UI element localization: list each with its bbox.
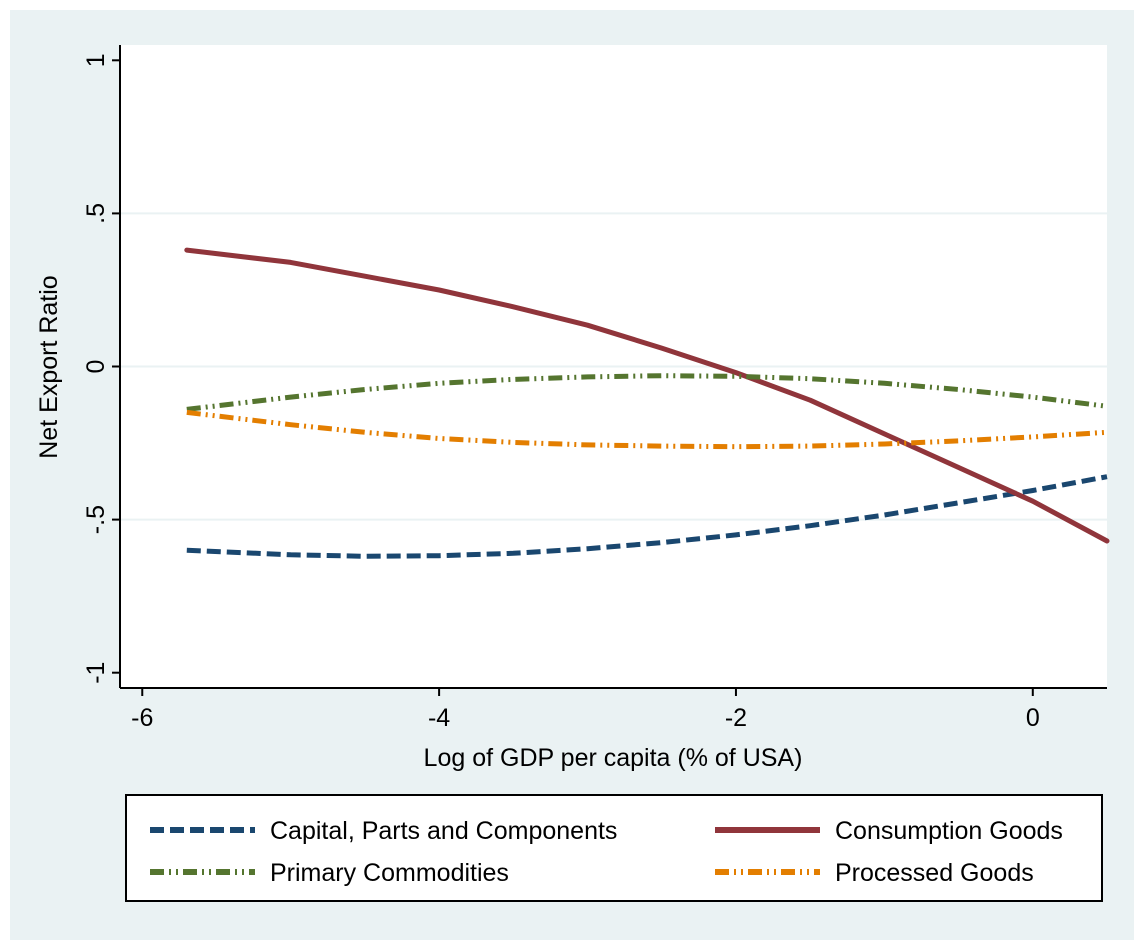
- line-chart: -6 -4 -2 0 -1 -.5 0 .5 1 Log of GDP per capita …: [35, 45, 1110, 902]
- y-tick-label-3: .5: [82, 203, 110, 224]
- series-lines: [184, 247, 1110, 559]
- x-axis-ticks: -6 -4 -2 0: [131, 688, 1040, 732]
- y-tick-label-0: -1: [82, 662, 110, 684]
- x-tick-label-2: -2: [725, 704, 747, 732]
- gridlines: [120, 212, 1107, 521]
- y-axis-ticks: -1 -.5 0 .5 1: [82, 53, 120, 684]
- y-tick-label-2: 0: [82, 360, 110, 374]
- legend-label-0: Capital, Parts and Components: [270, 817, 617, 845]
- x-tick-label-0: -6: [131, 704, 153, 732]
- y-tick-label-1: -.5: [82, 505, 110, 534]
- series-line-1: [184, 247, 1110, 544]
- x-tick-label-1: -4: [428, 704, 450, 732]
- legend-label-2: Primary Commodities: [270, 859, 509, 887]
- legend-box: [125, 794, 1103, 902]
- legend-label-3: Processed Goods: [835, 859, 1034, 887]
- legend-label-1: Consumption Goods: [835, 817, 1063, 845]
- y-tick-label-4: 1: [82, 53, 110, 67]
- y-axis-title: Net Export Ratio: [35, 275, 63, 458]
- chart-frame: -6 -4 -2 0 -1 -.5 0 .5 1 Log of GDP per capita …: [10, 10, 1134, 940]
- x-axis-title: Log of GDP per capita (% of USA): [424, 744, 803, 772]
- x-tick-label-3: 0: [1026, 704, 1040, 732]
- legend: Capital, Parts and Components Consumption…: [150, 817, 1063, 887]
